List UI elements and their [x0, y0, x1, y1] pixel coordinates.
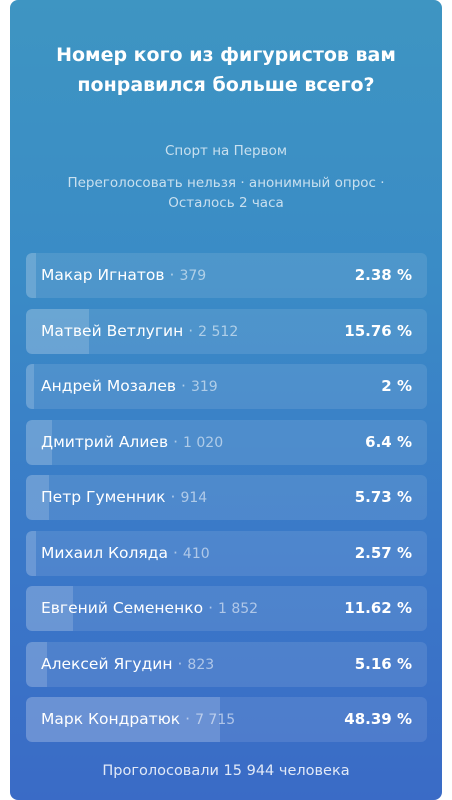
separator-dot: · [208, 599, 213, 617]
option-vote-count: 2 512 [198, 323, 239, 340]
option-percent: 15.76 % [344, 321, 412, 340]
option-vote-count: 914 [180, 490, 208, 506]
option-percent: 2 % [381, 377, 412, 395]
option-percent: 5.73 % [354, 488, 412, 506]
option-vote-count: 319 [190, 379, 218, 395]
poll-option[interactable]: Матвей Ветлугин · 2 512 15.76 % [26, 308, 427, 354]
option-percent: 2.38 % [354, 266, 412, 284]
option-percent: 5.16 % [354, 654, 412, 673]
poll-total-votes[interactable]: Проголосовали 15 944 человека [102, 763, 350, 779]
separator-dot: · [172, 543, 178, 562]
option-name: Матвей Ветлугин [41, 321, 184, 340]
option-percent: 6.4 % [365, 432, 412, 451]
separator-dot: · [185, 710, 191, 728]
poll-title: Номер кого из фигуристов вам понравился … [56, 44, 396, 96]
option-name: Дмитрий Алиев [41, 432, 169, 451]
poll-options: Макар Игнатов · 379 2.38 % Матвей Ветлугин… [26, 253, 427, 753]
option-fill-bar [26, 530, 37, 576]
poll-option[interactable]: Петр Гуменник · 914 5.73 % [26, 475, 427, 520]
option-name: Макар Игнатов [41, 266, 165, 284]
option-percent: 48.39 % [344, 710, 412, 728]
option-fill-bar [26, 641, 47, 687]
option-name: Петр Гуменник [41, 488, 166, 506]
option-fill-bar [26, 475, 49, 520]
poll-card: Номер кого из фигуристов вам понравился … [10, 0, 442, 800]
option-fill-bar [26, 253, 36, 298]
option-percent: 11.62 % [344, 599, 412, 617]
separator-dot: · [177, 654, 183, 673]
poll-option[interactable]: Марк Кондратюк · 7 715 48.39 % [26, 697, 427, 742]
option-name: Михаил Коляда [41, 543, 168, 562]
poll-option[interactable]: Евгений Семененко · 1 852 11.62 % [26, 586, 427, 631]
poll-option[interactable]: Алексей Ягудин · 823 5.16 % [26, 641, 427, 687]
option-fill-bar [26, 308, 90, 354]
poll-option[interactable]: Дмитрий Алиев · 1 020 6.4 % [26, 419, 427, 465]
option-name: Евгений Семененко [41, 599, 204, 617]
option-vote-count: 7 715 [195, 712, 236, 728]
option-name: Марк Кондратюк [41, 710, 181, 728]
option-fill-bar [26, 419, 52, 465]
poll-option[interactable]: Макар Игнатов · 379 2.38 % [26, 253, 427, 298]
option-vote-count: 410 [182, 545, 210, 562]
option-vote-count: 379 [179, 268, 207, 284]
separator-dot: · [170, 488, 176, 506]
separator-dot: · [188, 321, 194, 340]
option-fill-bar [26, 586, 73, 631]
option-name: Андрей Мозалев [41, 377, 177, 395]
separator-dot: · [169, 266, 175, 284]
option-fill-bar [26, 697, 221, 742]
option-percent: 2.57 % [354, 543, 412, 562]
separator-dot: · [173, 432, 179, 451]
poll-author[interactable]: Спорт на Первом [164, 143, 288, 159]
poll-meta: Переголосовать нельзя · анонимный опрос … [67, 175, 385, 211]
option-fill-bar [26, 364, 35, 409]
separator-dot: · [181, 377, 186, 395]
poll-option[interactable]: Андрей Мозалев · 319 2 % [26, 364, 427, 409]
option-vote-count: 823 [187, 656, 215, 673]
option-name: Алексей Ягудин [41, 654, 173, 673]
option-vote-count: 1 020 [183, 434, 224, 451]
poll-option[interactable]: Михаил Коляда · 410 2.57 % [26, 530, 427, 576]
option-vote-count: 1 852 [218, 601, 259, 617]
